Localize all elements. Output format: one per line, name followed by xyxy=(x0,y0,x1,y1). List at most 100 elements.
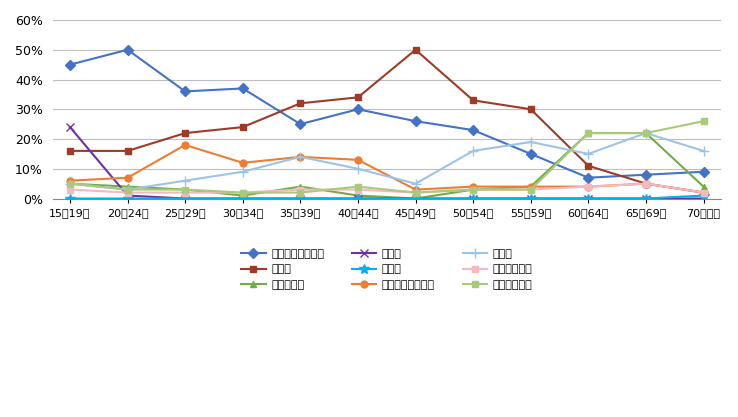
退職・廃業 xyxy=(181,187,190,192)
退職・廃業 xyxy=(641,131,650,136)
転　動 xyxy=(123,148,132,153)
就　学 xyxy=(584,196,593,201)
卒　業 xyxy=(699,193,708,198)
卒　業 xyxy=(238,196,247,201)
結婚・離婚・縁組 xyxy=(411,187,420,192)
住　宅 xyxy=(66,181,75,186)
交通の利便性 xyxy=(526,187,535,192)
転　動 xyxy=(641,181,650,186)
卒　業 xyxy=(469,196,477,201)
Line: 就職・転職・転業: 就職・転職・転業 xyxy=(66,46,707,181)
Line: 就　学: 就 学 xyxy=(66,123,708,203)
交通の利便性 xyxy=(238,190,247,195)
卒　業 xyxy=(296,196,305,201)
交通の利便性 xyxy=(641,181,650,186)
生活の利便性 xyxy=(526,187,535,192)
Line: 住　宅: 住 宅 xyxy=(65,128,708,194)
Line: 卒　業: 卒 業 xyxy=(65,191,708,203)
卒　業 xyxy=(411,196,420,201)
生活の利便性 xyxy=(238,190,247,195)
就職・転職・転業 xyxy=(123,47,132,52)
生活の利便性 xyxy=(469,187,477,192)
交通の利便性 xyxy=(354,187,362,192)
退職・廃業 xyxy=(584,131,593,136)
卒　業 xyxy=(641,196,650,201)
交通の利便性 xyxy=(584,184,593,189)
退職・廃業 xyxy=(123,184,132,189)
就　学 xyxy=(469,196,477,201)
就職・転職・転業 xyxy=(526,151,535,156)
転　動 xyxy=(584,163,593,168)
交通の利便性 xyxy=(296,187,305,192)
就　学 xyxy=(66,125,75,130)
交通の利便性 xyxy=(411,190,420,195)
住　宅 xyxy=(181,178,190,183)
結婚・離婚・縁組 xyxy=(641,181,650,186)
Line: 退職・廃業: 退職・廃業 xyxy=(66,130,707,202)
就　学 xyxy=(296,196,305,201)
結婚・離婚・縁組 xyxy=(296,154,305,159)
結婚・離婚・縁組 xyxy=(469,184,477,189)
卒　業 xyxy=(66,196,75,201)
転　動 xyxy=(469,98,477,103)
住　宅 xyxy=(411,181,420,186)
住　宅 xyxy=(238,169,247,174)
転　動 xyxy=(526,107,535,112)
卒　業 xyxy=(123,196,132,201)
Line: 結婚・離婚・縁組: 結婚・離婚・縁組 xyxy=(66,141,707,196)
住　宅 xyxy=(584,151,593,156)
退職・廃業 xyxy=(411,196,420,201)
交通の利便性 xyxy=(123,190,132,195)
就職・転職・転業 xyxy=(469,128,477,133)
結婚・離婚・縁組 xyxy=(238,160,247,165)
住　宅 xyxy=(123,187,132,192)
就職・転職・転業 xyxy=(699,169,708,174)
就職・転職・転業 xyxy=(354,107,362,112)
生活の利便性 xyxy=(354,184,362,189)
生活の利便性 xyxy=(123,187,132,192)
結婚・離婚・縁組 xyxy=(123,175,132,180)
交通の利便性 xyxy=(66,187,75,192)
卒　業 xyxy=(526,196,535,201)
生活の利便性 xyxy=(411,190,420,195)
就職・転職・転業 xyxy=(296,122,305,127)
就職・転職・転業 xyxy=(584,175,593,180)
Line: 交通の利便性: 交通の利便性 xyxy=(67,181,706,195)
退職・廃業 xyxy=(526,184,535,189)
就職・転職・転業 xyxy=(181,89,190,94)
生活の利便性 xyxy=(699,119,708,124)
就職・転職・転業 xyxy=(411,119,420,124)
生活の利便性 xyxy=(66,181,75,186)
住　宅 xyxy=(641,131,650,136)
退職・廃業 xyxy=(699,184,708,189)
就職・転職・転業 xyxy=(238,86,247,91)
住　宅 xyxy=(526,140,535,145)
Legend: 就職・転職・転業, 転　動, 退職・廃業, 就　学, 卒　業, 結婚・離婚・縁組, 住　宅, 交通の利便性, 生活の利便性: 就職・転職・転業, 転 動, 退職・廃業, 就 学, 卒 業, 結婚・離婚・縁組… xyxy=(235,244,538,296)
生活の利便性 xyxy=(641,131,650,136)
卒　業 xyxy=(181,196,190,201)
生活の利便性 xyxy=(584,131,593,136)
転　動 xyxy=(699,190,708,195)
結婚・離婚・縁組 xyxy=(526,184,535,189)
交通の利便性 xyxy=(469,187,477,192)
退職・廃業 xyxy=(469,187,477,192)
交通の利便性 xyxy=(181,190,190,195)
住　宅 xyxy=(699,148,708,153)
転　動 xyxy=(296,101,305,106)
卒　業 xyxy=(584,196,593,201)
Line: 生活の利便性: 生活の利便性 xyxy=(67,118,706,195)
退職・廃業 xyxy=(238,193,247,198)
就　学 xyxy=(699,196,708,201)
就　学 xyxy=(123,193,132,198)
結婚・離婚・縁組 xyxy=(181,143,190,148)
転　動 xyxy=(66,148,75,153)
退職・廃業 xyxy=(66,181,75,186)
結婚・離婚・縁組 xyxy=(66,178,75,183)
交通の利便性 xyxy=(699,190,708,195)
就職・転職・転業 xyxy=(66,62,75,67)
就職・転職・転業 xyxy=(641,172,650,177)
結婚・離婚・縁組 xyxy=(699,190,708,195)
就　学 xyxy=(526,196,535,201)
転　動 xyxy=(181,131,190,136)
Line: 転　動: 転 動 xyxy=(66,46,707,196)
